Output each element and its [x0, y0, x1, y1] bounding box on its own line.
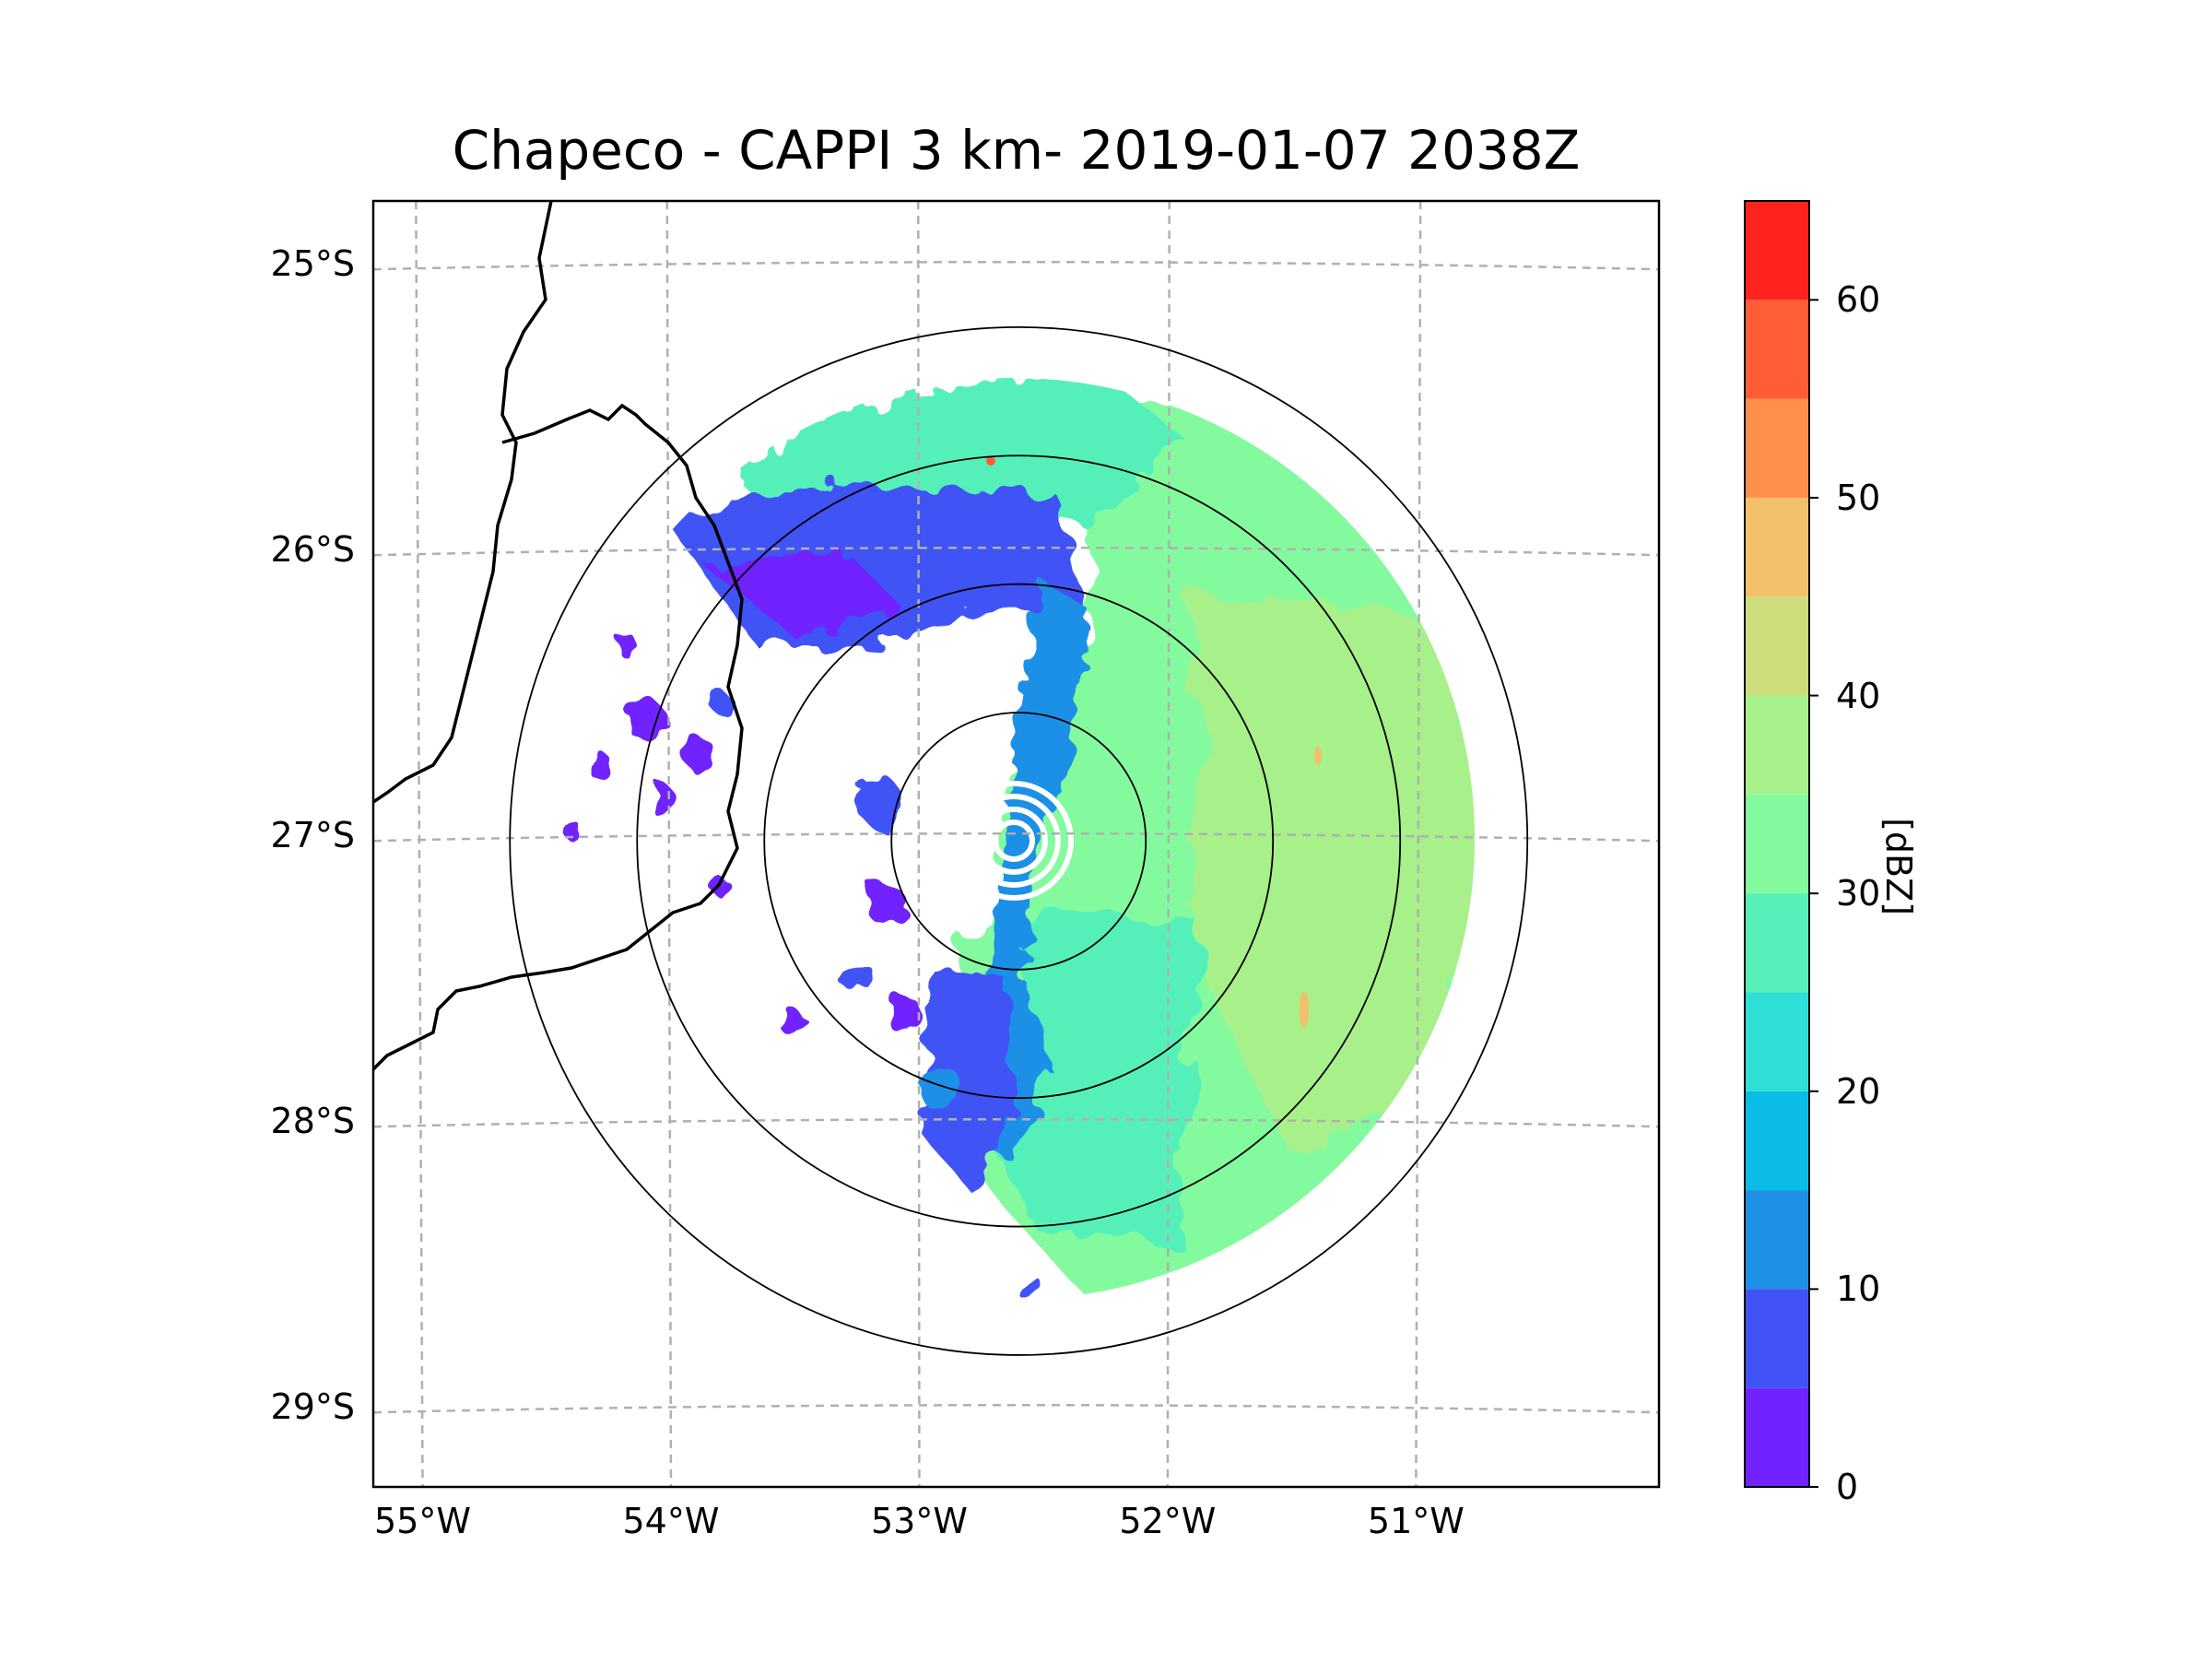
parallel-line: [373, 1117, 1659, 1128]
colorbar-tick-label: 10: [1836, 1268, 1881, 1310]
colorbar: [1745, 201, 1818, 1488]
colorbar-frame: [1744, 200, 1810, 1488]
range-rings: [509, 325, 1529, 1356]
latitude-tick-label: 26°S: [270, 529, 355, 571]
colorbar-segment: [1745, 497, 1809, 597]
longitude-tick-label: 53°W: [870, 1501, 968, 1541]
latitude-tick-label: 28°S: [270, 1101, 355, 1142]
latitude-tick-label: 27°S: [270, 815, 355, 856]
colorbar-segment: [1745, 794, 1809, 894]
clutter-rings: [954, 781, 1074, 901]
moderate-echo-speck: [1314, 747, 1322, 765]
colorbar-segment: [1745, 992, 1809, 1091]
meridian-line: [1415, 201, 1422, 1487]
range-ring: [763, 583, 1275, 1100]
longitude-tick-label: 55°W: [374, 1501, 471, 1541]
colorbar-tick-label: 0: [1836, 1467, 1859, 1507]
plot-frame: [371, 199, 1661, 1489]
longitude-tick-label: 52°W: [1119, 1501, 1217, 1541]
high-echo-speck: [986, 456, 995, 466]
colorbar-segment: [1745, 300, 1809, 399]
colorbar-segment: [1745, 1387, 1809, 1487]
latitude-tick-label: 25°S: [270, 243, 355, 285]
colorbar-tick-label: 50: [1836, 477, 1881, 518]
plot-area: [373, 201, 1659, 1487]
colorbar-segment: [1745, 398, 1809, 498]
longitude-tick-label: 51°W: [1367, 1501, 1465, 1541]
colorbar-segment: [1745, 1091, 1809, 1191]
range-ring: [509, 325, 1529, 1356]
colorbar-tick-label: 60: [1836, 279, 1881, 321]
northern-band: [664, 378, 1180, 645]
western-scatter: [562, 634, 1045, 1300]
meridian-line: [1166, 201, 1171, 1487]
meridian-line: [415, 201, 424, 1487]
colorbar-segment: [1745, 596, 1809, 696]
colorbar-segment: [1745, 695, 1809, 795]
graticule: [373, 201, 1659, 1487]
meridian-line: [916, 201, 921, 1487]
chart-title: Chapeco - CAPPI 3 km- 2019-01-07 2038Z: [452, 119, 1581, 182]
parallel-line: [373, 260, 1659, 271]
colorbar-tick-label: 40: [1836, 675, 1881, 716]
colorbar-segment: [1745, 201, 1809, 301]
colorbar-segment: [1745, 893, 1809, 993]
colorbar-segment: [1745, 1190, 1809, 1290]
range-ring: [890, 712, 1147, 971]
colorbar-tick-label: 30: [1836, 873, 1881, 914]
meridian-line: [665, 201, 673, 1487]
latitude-tick-label: 29°S: [270, 1386, 355, 1428]
longitude-tick-label: 54°W: [622, 1501, 720, 1541]
parallel-line: [373, 1403, 1659, 1414]
range-ring: [636, 454, 1402, 1228]
colorbar-tick-label: 20: [1836, 1070, 1881, 1112]
parallel-line: [373, 546, 1659, 557]
parallel-line: [373, 832, 1659, 843]
political-boundary: [373, 201, 744, 1071]
moderate-echo-streak: [1300, 991, 1309, 1028]
colorbar-label: [dBZ]: [1878, 818, 1919, 915]
colorbar-segment: [1745, 1289, 1809, 1388]
